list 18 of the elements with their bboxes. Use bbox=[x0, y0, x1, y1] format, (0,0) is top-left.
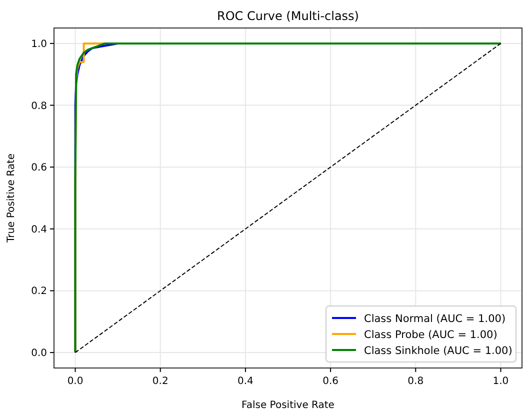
y-tick-label: 1.0 bbox=[31, 38, 47, 50]
x-tick-label: 0.2 bbox=[152, 376, 168, 387]
legend-label: Class Normal (AUC = 1.00) bbox=[364, 313, 506, 325]
x-tick-label: 0.0 bbox=[67, 376, 84, 387]
x-axis-title: False Positive Rate bbox=[242, 400, 334, 411]
x-tick-label: 1.0 bbox=[492, 376, 509, 387]
chart-title: ROC Curve (Multi-class) bbox=[216, 9, 360, 23]
x-tick-label: 0.8 bbox=[408, 376, 424, 387]
y-tick-label: 0.2 bbox=[31, 286, 47, 298]
legend-label: Class Sinkhole (AUC = 1.00) bbox=[364, 345, 512, 357]
y-tick-label: 0.0 bbox=[31, 348, 47, 360]
y-tick-label: 0.4 bbox=[31, 224, 47, 236]
y-tick-label: 0.6 bbox=[31, 162, 47, 174]
y-tick-label: 0.8 bbox=[31, 100, 47, 112]
legend-label: Class Probe (AUC = 1.00) bbox=[364, 329, 498, 341]
y-axis-title: True Positive Rate bbox=[6, 153, 17, 244]
x-tick-label: 0.6 bbox=[322, 376, 338, 387]
x-tick-label: 0.4 bbox=[238, 376, 254, 387]
